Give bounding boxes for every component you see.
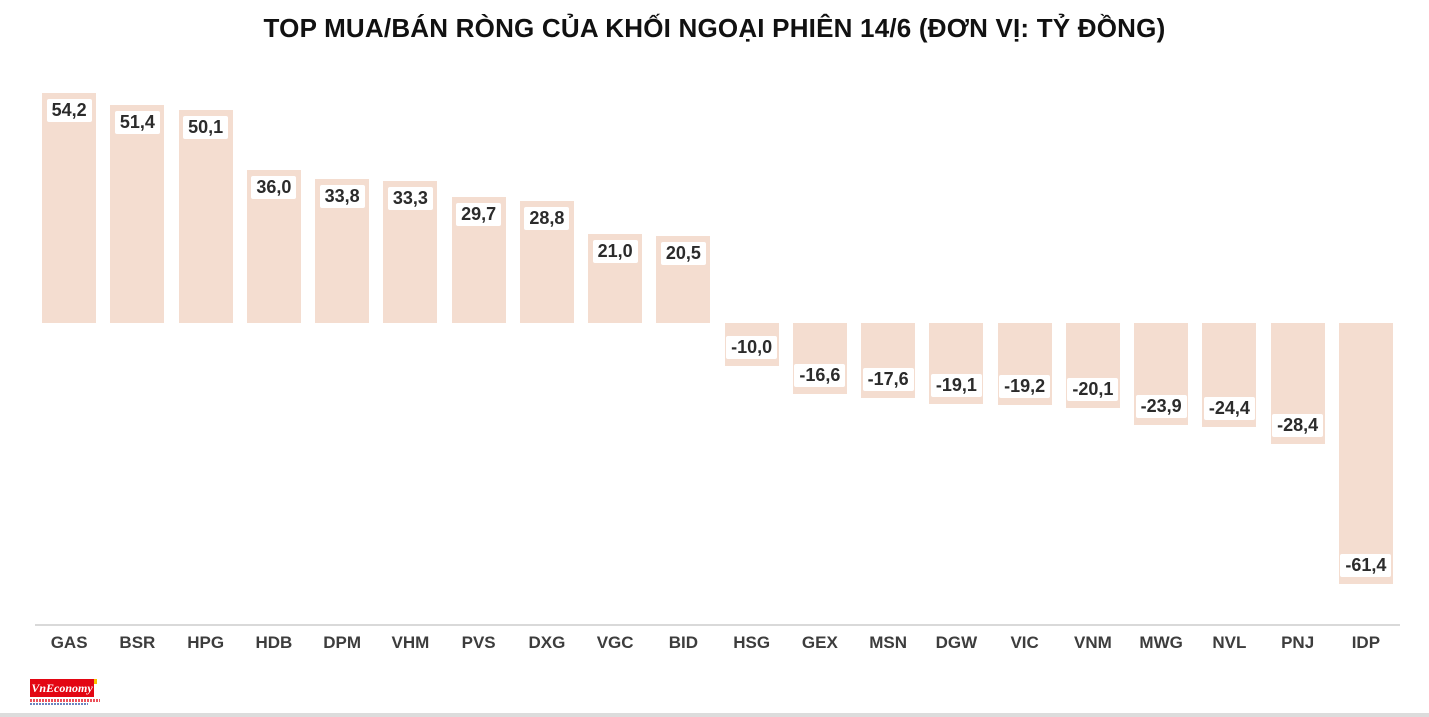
x-axis-label: IDP: [1351, 633, 1381, 652]
logo-wordmark: VnEconomy: [30, 679, 97, 697]
x-axis-label: VHM: [391, 633, 430, 652]
bar: [246, 170, 301, 323]
x-axis-label: NVL: [1212, 633, 1247, 652]
x-axis-label: BID: [668, 633, 699, 652]
bar: [929, 323, 984, 405]
x-axis-label: DGW: [935, 633, 978, 652]
x-axis-label: GAS: [50, 633, 88, 652]
x-axis-label: DXG: [528, 633, 566, 652]
bar: [1338, 323, 1393, 584]
bar: [588, 233, 643, 323]
x-axis-label: BSR: [119, 633, 156, 652]
logo-subtagline: [30, 703, 88, 705]
x-axis-label: MWG: [1139, 633, 1183, 652]
x-axis-label: HDB: [255, 633, 293, 652]
x-axis-label: VIC: [1010, 633, 1039, 652]
chart-title: TOP MUA/BÁN RÒNG CỦA KHỐI NGOẠI PHIÊN 14…: [263, 13, 1166, 43]
x-axis-label: HSG: [733, 633, 771, 652]
bar: [519, 200, 574, 323]
vneconomy-logo: VnEconomy: [30, 679, 100, 705]
bar: [792, 323, 847, 394]
bar: [451, 196, 506, 323]
x-axis-label: MSN: [869, 633, 908, 652]
bar: [42, 92, 97, 323]
x-axis-label: GEX: [801, 633, 838, 652]
x-axis-label: VGC: [596, 633, 634, 652]
bar: [178, 110, 233, 323]
x-axis-label: DPM: [323, 633, 362, 652]
bar: [1134, 323, 1189, 425]
logo-tagline: [30, 699, 100, 702]
bar: [1270, 323, 1325, 444]
x-axis-label: PVS: [461, 633, 496, 652]
x-axis-label: VNM: [1073, 633, 1112, 652]
bar: [110, 104, 165, 323]
bar: [1202, 323, 1257, 427]
page-bottom-divider: [0, 713, 1429, 717]
bar: [1065, 323, 1120, 409]
bar: [656, 235, 711, 323]
bar: [724, 323, 779, 366]
bar: [861, 323, 916, 398]
bar: [383, 181, 438, 323]
x-axis-label: PNJ: [1281, 633, 1315, 652]
x-axis-line: [35, 624, 1400, 626]
bar: [315, 179, 370, 323]
x-axis-label: HPG: [187, 633, 225, 652]
bar: [997, 323, 1052, 405]
